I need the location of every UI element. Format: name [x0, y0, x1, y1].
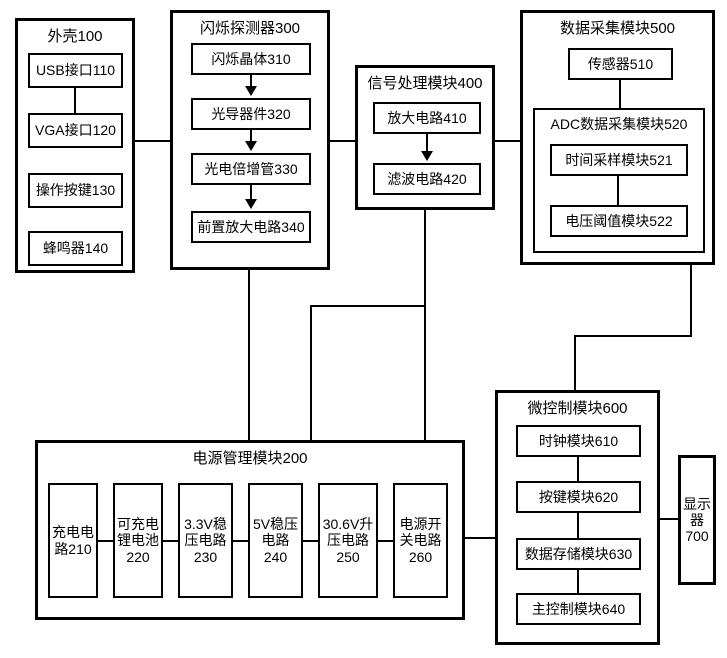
- module-signal-400: 信号处理模块400 放大电路410 滤波电路420: [355, 65, 495, 210]
- title-m200: 电源管理模块200: [38, 447, 462, 468]
- title-m100: 外壳100: [18, 25, 132, 46]
- box-time-521: 时间采样模块521: [550, 144, 688, 176]
- box-sensor-510: 传感器510: [568, 48, 673, 80]
- module-acq-500: 数据采集模块500 传感器510 ADC数据采集模块520 时间采样模块521 …: [520, 10, 715, 265]
- title-m400: 信号处理模块400: [358, 72, 492, 93]
- arrow-330-340: [245, 199, 257, 209]
- box-key-620: 按键模块620: [516, 481, 641, 513]
- box-mainctrl-640: 主控制模块640: [516, 593, 641, 625]
- line-500-600-h: [574, 335, 692, 337]
- box-store-630: 数据存储模块630: [516, 538, 641, 570]
- arrow-410-420: [421, 151, 433, 161]
- box-usb-110: USB接口110: [28, 53, 123, 88]
- module-detector-300: 闪烁探测器300 闪烁晶体310 光导器件320 光电倍增管330 前置放大电路…: [170, 10, 330, 270]
- line-400-200: [424, 210, 426, 440]
- line-600-700: [660, 518, 678, 520]
- box-amp-410: 放大电路410: [373, 102, 481, 134]
- line-500-600-v1: [690, 265, 692, 335]
- box-filter-420: 滤波电路420: [373, 163, 481, 195]
- box-boost-250: 30.6V升压电路250: [318, 483, 378, 598]
- line-610-620: [577, 457, 579, 481]
- box-lightguide-320: 光导器件320: [191, 98, 311, 130]
- box-5v-240: 5V稳压电路240: [248, 483, 303, 598]
- box-clock-610: 时钟模块610: [516, 425, 641, 457]
- box-vga-120: VGA接口120: [28, 113, 123, 148]
- box-preamp-340: 前置放大电路340: [191, 211, 311, 243]
- module-mcu-600: 微控制模块600 时钟模块610 按键模块620 数据存储模块630 主控制模块…: [495, 390, 660, 645]
- box-pmt-330: 光电倍增管330: [191, 153, 311, 185]
- box-33v-230: 3.3V稳压电路230: [178, 483, 233, 598]
- line-510-520: [619, 80, 621, 108]
- label-adc-520: ADC数据采集模块520: [551, 116, 688, 132]
- arrow-320-330: [245, 141, 257, 151]
- box-batt-220: 可充电锂电池220: [113, 483, 163, 598]
- box-adc-520: ADC数据采集模块520 时间采样模块521 电压阈值模块522: [533, 108, 705, 253]
- line-230-240: [233, 540, 248, 542]
- line-300-200: [248, 270, 250, 440]
- line-521-522: [617, 176, 619, 205]
- box-switch-260: 电源开关电路260: [393, 483, 448, 598]
- module-shell-100: 外壳100 USB接口110 VGA接口120 操作按键130 蜂鸣器140: [15, 18, 135, 273]
- box-display-700: 显示器700: [678, 455, 716, 585]
- line-500-600-v2: [574, 335, 576, 390]
- line-400-200-h: [310, 305, 426, 307]
- line-110-120: [74, 88, 76, 113]
- line-250-260: [378, 540, 393, 542]
- line-300-400: [330, 140, 355, 142]
- box-keys-130: 操作按键130: [28, 173, 123, 208]
- line-630-640: [577, 570, 579, 593]
- box-buzzer-140: 蜂鸣器140: [28, 231, 123, 266]
- line-400-500: [495, 140, 520, 142]
- box-volt-522: 电压阈值模块522: [550, 205, 688, 237]
- module-power-200: 电源管理模块200 充电电路210 可充电锂电池220 3.3V稳压电路230 …: [35, 440, 465, 620]
- line-210-220: [98, 540, 113, 542]
- arrow-310-320: [245, 86, 257, 96]
- line-100-300: [135, 140, 170, 142]
- title-m300: 闪烁探测器300: [173, 17, 327, 38]
- box-crystal-310: 闪烁晶体310: [191, 43, 311, 75]
- title-m600: 微控制模块600: [498, 397, 657, 418]
- box-charge-210: 充电电路210: [48, 483, 98, 598]
- line-240-250: [303, 540, 318, 542]
- title-m500: 数据采集模块500: [523, 17, 712, 38]
- line-400-200-v: [310, 305, 312, 440]
- line-620-630: [577, 513, 579, 538]
- line-200-600: [465, 537, 495, 539]
- line-220-230: [163, 540, 178, 542]
